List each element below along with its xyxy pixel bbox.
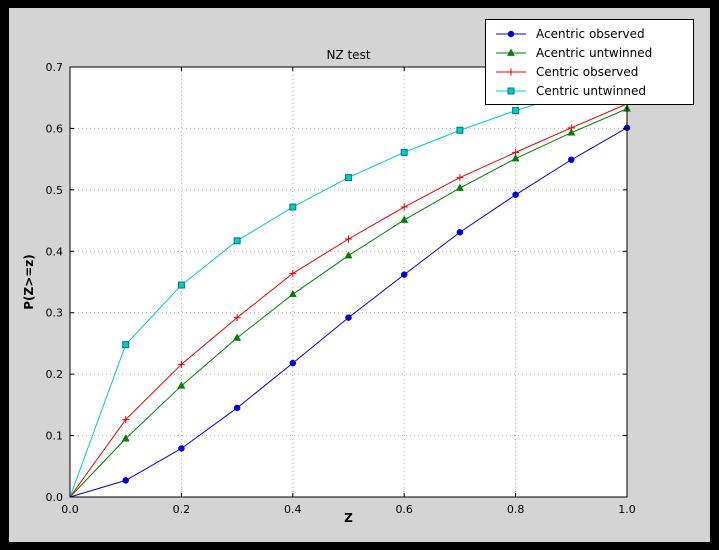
legend-label: Acentric untwinned [536, 45, 653, 60]
y-axis-label: P(Z>=z) [22, 254, 36, 310]
legend-line-sample [496, 30, 526, 37]
legend-item-acentric-observed: Acentric observed [494, 27, 687, 41]
x-axis-label: Z [344, 511, 353, 525]
data-marker-circle [507, 30, 515, 37]
legend-label: Centric observed [536, 64, 639, 79]
legend-item-centric-observed: Centric observed [494, 65, 687, 79]
legend-label: Acentric observed [536, 26, 645, 41]
legend-item-acentric-untwinned: Acentric untwinned [494, 46, 687, 60]
data-marker-triangle [506, 47, 516, 56]
data-marker-plus [507, 68, 515, 75]
legend-line-sample [496, 47, 526, 56]
legend-item-centric-untwinned: Centric untwinned [494, 84, 687, 98]
legend: Acentric observed Acentric untwinned Centr… [485, 19, 694, 105]
data-marker-square [507, 87, 515, 94]
legend-label: Centric untwinned [536, 83, 647, 98]
chart-title: NZ test [326, 48, 371, 62]
legend-line-sample [496, 68, 526, 75]
legend-line-sample [496, 87, 526, 94]
